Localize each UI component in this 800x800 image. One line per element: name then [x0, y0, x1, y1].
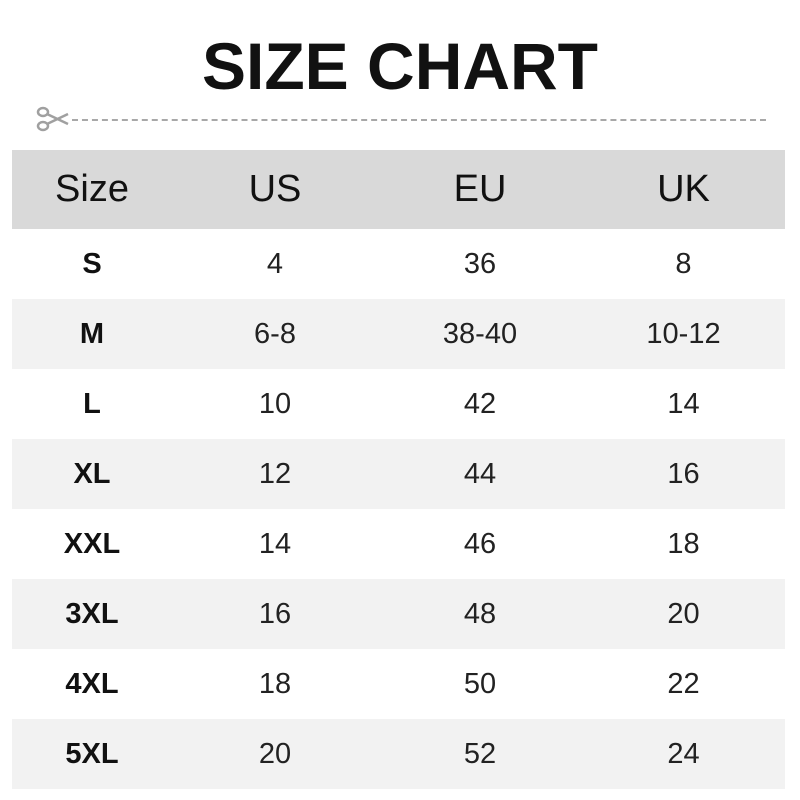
cut-line — [36, 104, 766, 134]
cell-us: 4 — [266, 247, 284, 280]
cell-eu: 36 — [463, 247, 497, 280]
column-header-us: US — [172, 150, 378, 229]
cell-eu: 46 — [463, 527, 497, 560]
column-header-eu: EU — [378, 150, 582, 229]
column-header-size: Size — [12, 150, 172, 229]
cell-us: 10 — [258, 387, 292, 420]
dashed-line — [72, 119, 766, 121]
size-table: Size US EU UK S 4 36 8 M 6-8 38-40 10-12 L 10 42 14 XL 1… — [12, 150, 785, 789]
cell-size: 5XL — [12, 719, 172, 789]
table-row: XL 12 44 16 — [12, 439, 785, 509]
table-row: S 4 36 8 — [12, 229, 785, 299]
cell-uk: 10-12 — [582, 299, 785, 369]
table-row: L 10 42 14 — [12, 369, 785, 439]
cell-eu: 44 — [378, 439, 582, 509]
cell-uk: 24 — [582, 719, 785, 789]
cell-size: M — [12, 299, 172, 369]
table-row: 5XL 20 52 24 — [12, 719, 785, 789]
cell-us: 14 — [258, 527, 292, 560]
cell-uk: 16 — [582, 439, 785, 509]
table-row: XXL 14 46 18 — [12, 509, 785, 579]
cell-us: 20 — [172, 719, 378, 789]
cell-eu: 42 — [463, 387, 497, 420]
cell-uk: 20 — [582, 579, 785, 649]
cell-eu: 52 — [378, 719, 582, 789]
table-row: M 6-8 38-40 10-12 — [12, 299, 785, 369]
cell-size: L — [83, 387, 101, 420]
cell-us: 12 — [172, 439, 378, 509]
cell-us: 18 — [258, 667, 292, 700]
cell-size: XL — [12, 439, 172, 509]
cell-size: 3XL — [12, 579, 172, 649]
column-header-uk: UK — [582, 150, 785, 229]
scissors-icon — [36, 106, 69, 132]
cell-us: 6-8 — [172, 299, 378, 369]
table-row: 3XL 16 48 20 — [12, 579, 785, 649]
cell-size: 4XL — [65, 667, 119, 700]
cell-eu: 38-40 — [378, 299, 582, 369]
cell-uk: 14 — [667, 387, 700, 420]
cell-uk: 22 — [667, 667, 700, 700]
table-row: 4XL 18 50 22 — [12, 649, 785, 719]
header-row: Size US EU UK — [12, 150, 785, 229]
cell-us: 16 — [172, 579, 378, 649]
cell-uk: 18 — [667, 527, 700, 560]
cell-size: S — [82, 247, 102, 280]
page-title: SIZE CHART — [202, 29, 598, 103]
cell-eu: 50 — [463, 667, 497, 700]
cell-size: XXL — [63, 527, 121, 560]
cell-uk: 8 — [675, 247, 692, 280]
cell-eu: 48 — [378, 579, 582, 649]
